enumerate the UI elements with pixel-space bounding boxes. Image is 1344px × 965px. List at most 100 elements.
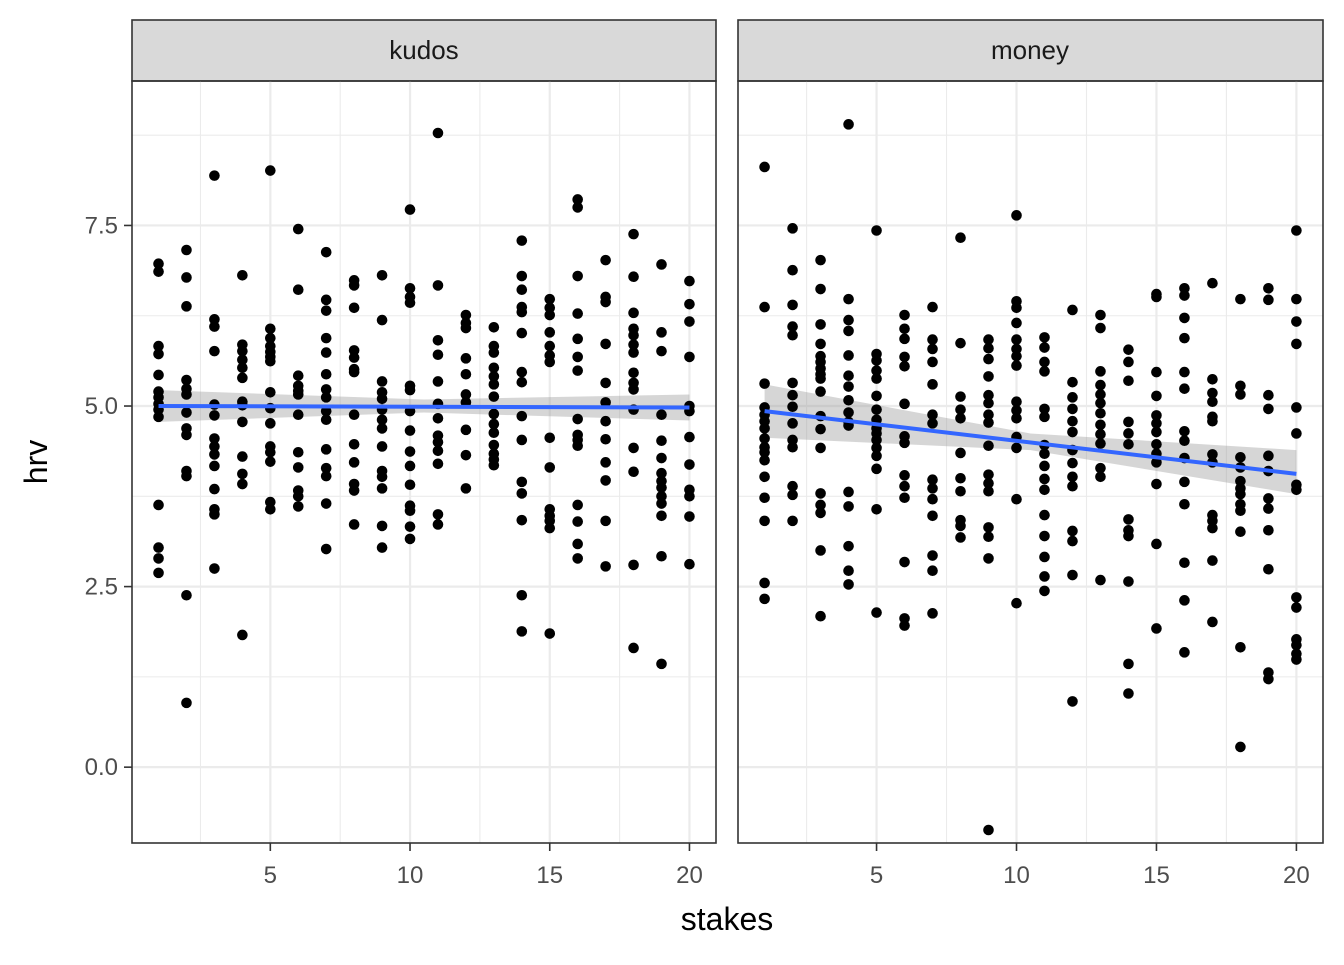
data-point [843, 381, 854, 392]
data-point [983, 469, 994, 480]
data-point [1291, 316, 1302, 327]
data-point [1123, 375, 1134, 387]
data-point [759, 454, 770, 466]
data-point [320, 414, 332, 426]
data-point [1291, 338, 1302, 350]
data-point [1039, 473, 1050, 485]
data-point [1207, 555, 1218, 566]
data-point [572, 351, 583, 363]
data-point [320, 470, 332, 482]
data-point [899, 556, 910, 568]
data-point [1151, 623, 1162, 634]
data-point [1263, 673, 1274, 685]
data-point [1039, 448, 1050, 459]
data-point [153, 369, 164, 381]
data-point [1151, 366, 1162, 378]
y-tick-label: 5.0 [85, 393, 118, 420]
data-point [983, 531, 994, 543]
data-point [656, 452, 667, 464]
data-point [1263, 503, 1274, 514]
data-point [1011, 597, 1022, 609]
data-point [927, 409, 938, 420]
data-point [544, 356, 556, 368]
data-point [488, 418, 500, 430]
y-tick-label: 0.0 [85, 754, 118, 781]
data-point [955, 472, 966, 484]
data-point [376, 520, 388, 532]
facet-strip-label-money: money [991, 35, 1069, 65]
data-point [1179, 476, 1190, 488]
data-point [516, 514, 528, 526]
y-axis-title: hrv [18, 440, 54, 484]
x-tick-label: 10 [1003, 862, 1030, 889]
data-point [572, 413, 583, 425]
data-point [684, 491, 695, 502]
data-point [544, 309, 556, 321]
y-tick-label: 7.5 [85, 212, 118, 239]
data-point [983, 478, 994, 489]
data-point [843, 394, 854, 406]
data-point [1039, 551, 1050, 563]
data-point [1039, 585, 1050, 597]
data-point [404, 446, 416, 457]
data-point [1179, 435, 1190, 446]
data-point [1207, 449, 1218, 460]
facet-strip-label-kudos: kudos [389, 35, 458, 65]
data-point [404, 204, 416, 215]
data-point [1067, 471, 1078, 483]
data-point [209, 460, 220, 472]
data-point [1179, 383, 1190, 394]
data-point [404, 460, 416, 472]
data-point [656, 435, 667, 446]
data-point [1095, 379, 1106, 391]
data-point [488, 321, 500, 333]
data-point [1235, 389, 1246, 400]
data-point [1179, 557, 1190, 569]
x-tick-label: 5 [870, 862, 883, 889]
data-point [432, 413, 444, 424]
data-point [320, 294, 332, 306]
data-point [404, 297, 416, 309]
data-point [983, 417, 994, 428]
data-point [1291, 225, 1302, 236]
data-point [544, 628, 556, 639]
data-point [1291, 428, 1302, 439]
data-point [1123, 530, 1134, 542]
data-point [516, 589, 528, 601]
data-point [983, 397, 994, 409]
data-point [265, 418, 276, 429]
data-point [209, 509, 220, 520]
data-point [628, 339, 639, 350]
data-point [927, 510, 938, 522]
data-point [656, 482, 667, 493]
data-point [1011, 493, 1022, 505]
data-point [181, 389, 192, 400]
data-point [292, 462, 304, 473]
data-point [292, 409, 304, 420]
data-point [759, 378, 770, 389]
data-point [1067, 415, 1078, 427]
data-point [927, 334, 938, 345]
data-point [348, 457, 360, 468]
data-point [292, 370, 304, 381]
data-point [237, 629, 248, 641]
data-point [209, 483, 220, 495]
data-point [292, 223, 304, 235]
data-point [404, 505, 416, 517]
data-point [1067, 403, 1078, 415]
data-point [1235, 526, 1246, 537]
data-point [572, 440, 583, 452]
data-point [432, 349, 444, 361]
data-point [1067, 426, 1078, 438]
data-point [1263, 450, 1274, 462]
x-axis-kudos: 5 10 15 20 [264, 843, 703, 889]
data-point [983, 342, 994, 354]
data-point [1123, 416, 1134, 428]
data-point [955, 404, 966, 415]
data-point [432, 458, 444, 470]
data-point [759, 492, 770, 504]
data-point [1263, 403, 1274, 415]
data-point [843, 565, 854, 577]
data-point [432, 280, 444, 291]
